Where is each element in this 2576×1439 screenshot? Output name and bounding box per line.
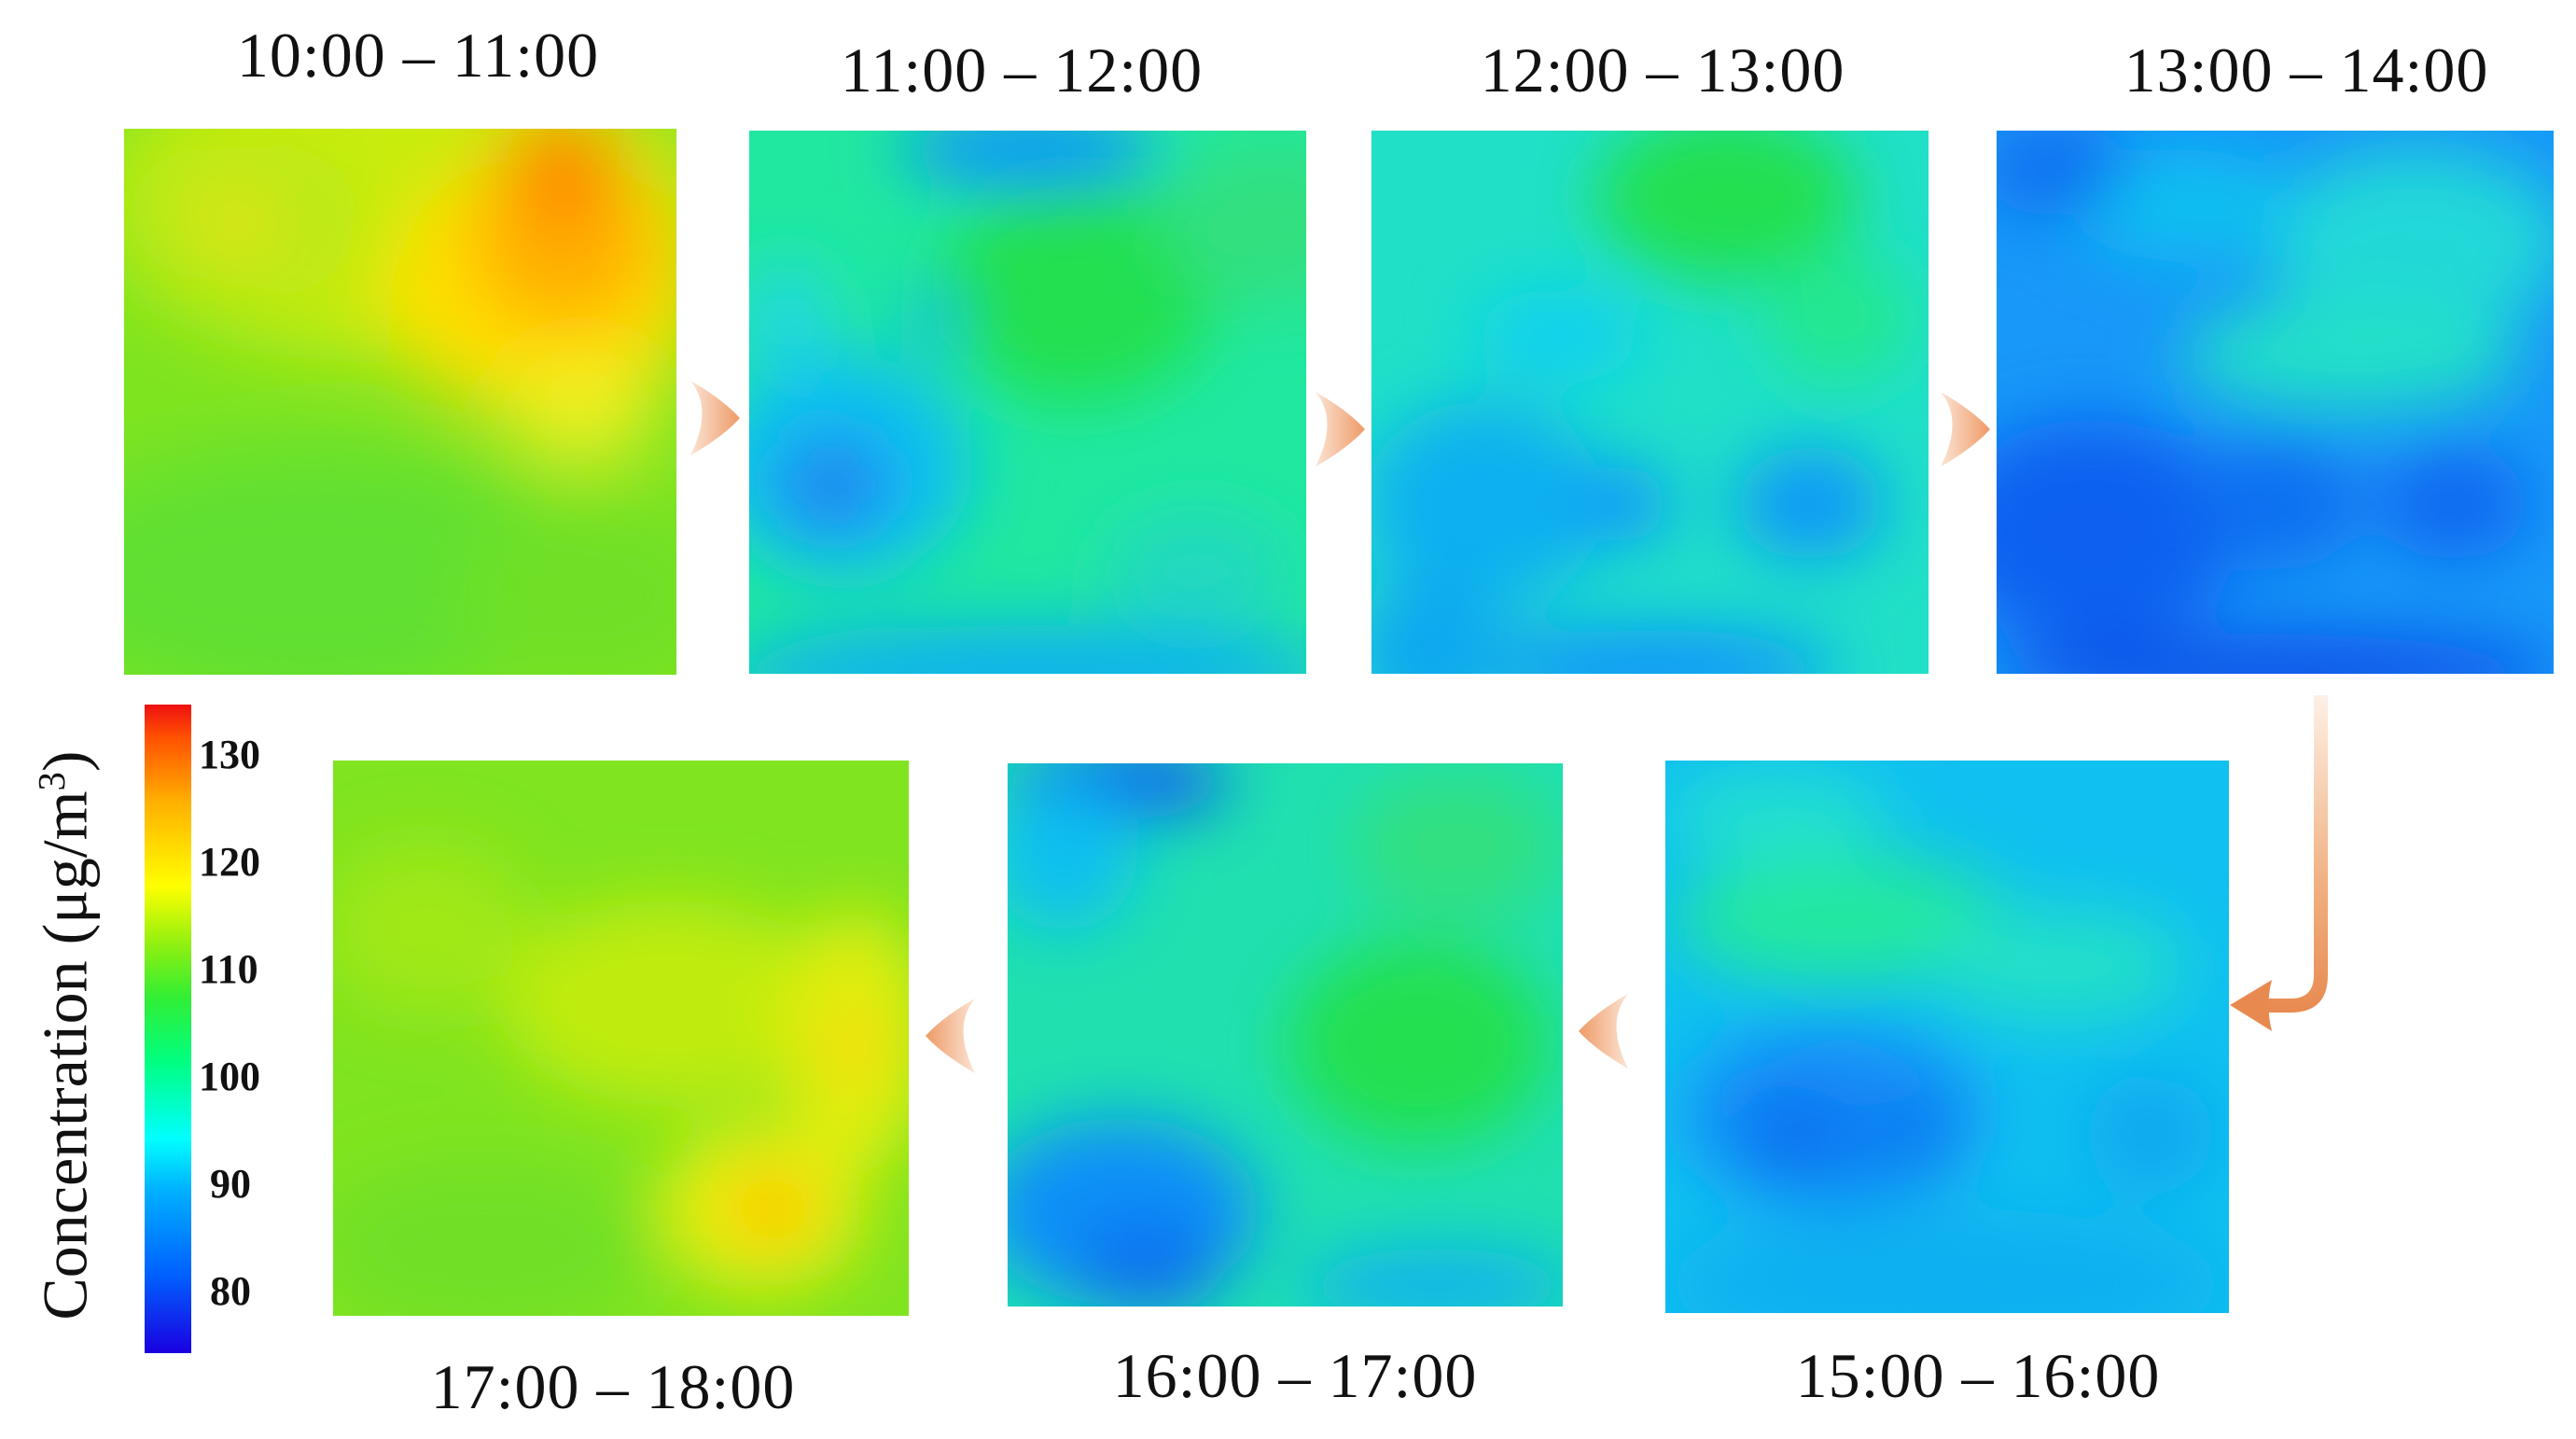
- panel-label-4: 13:00 – 14:00: [2123, 35, 2489, 105]
- colorbar-tick-120: 120: [199, 839, 260, 885]
- arrow-down-left: [2230, 695, 2328, 1031]
- heatmap-panel-5: [1665, 761, 2229, 1313]
- colorbar-tick-80: 80: [210, 1268, 251, 1314]
- colorbar-title: Concentration (μg/m3): [29, 750, 101, 1320]
- heatmap-panel-2: [749, 131, 1306, 674]
- panel-label-7: 17:00 – 18:00: [430, 1351, 796, 1422]
- colorbar-tick-100: 100: [199, 1054, 260, 1099]
- colorbar-tick-90: 90: [210, 1161, 251, 1207]
- arrow-right-3: [1941, 392, 1990, 467]
- colorbar-tick-130: 130: [199, 732, 260, 777]
- heatmap-panel-6: [1008, 763, 1563, 1306]
- arrow-right-1: [690, 381, 740, 455]
- colorbar: [145, 705, 191, 1353]
- heatmap-panel-4: [1997, 131, 2554, 674]
- panel-label-2: 11:00 – 12:00: [840, 35, 1204, 105]
- arrow-left-1: [1579, 994, 1628, 1069]
- panel-label-1: 10:00 – 11:00: [236, 20, 600, 91]
- heatmap-panel-7: [333, 761, 909, 1316]
- panel-label-5: 15:00 – 16:00: [1795, 1340, 2161, 1411]
- heatmap-panel-3: [1372, 131, 1929, 674]
- colorbar-tick-110: 110: [199, 946, 258, 992]
- panel-label-6: 16:00 – 17:00: [1112, 1340, 1478, 1411]
- arrow-left-2: [926, 999, 975, 1073]
- arrow-right-2: [1316, 392, 1365, 467]
- heatmap-panel-1: [124, 129, 676, 675]
- panel-label-3: 12:00 – 13:00: [1480, 35, 1845, 105]
